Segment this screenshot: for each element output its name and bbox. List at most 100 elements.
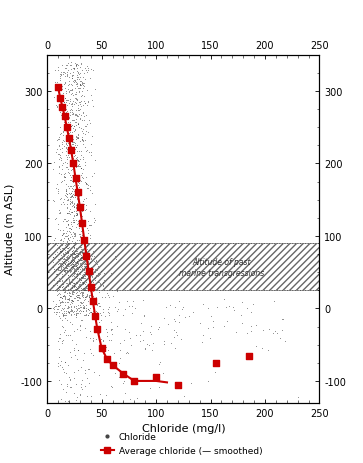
- Point: [65, 235, 71, 243]
- Point: [64, 201, 69, 208]
- Point: [71, 101, 77, 108]
- Point: [78, 242, 83, 249]
- Point: [59, 178, 65, 186]
- Point: [69, 111, 74, 118]
- Point: [141, 312, 147, 319]
- Point: [55, 303, 61, 310]
- Point: [58, 380, 64, 388]
- Point: [59, 280, 65, 288]
- Point: [78, 93, 83, 100]
- Point: [239, 319, 245, 327]
- Point: [58, 227, 64, 234]
- Point: [90, 288, 95, 295]
- Point: [58, 155, 64, 162]
- Point: [69, 238, 75, 245]
- Point: [73, 62, 78, 69]
- Point: [93, 311, 99, 318]
- Point: [80, 249, 86, 256]
- Point: [82, 296, 88, 303]
- Point: [70, 191, 76, 198]
- Point: [65, 86, 71, 94]
- Point: [85, 273, 91, 281]
- Point: [77, 101, 82, 109]
- Point: [77, 309, 82, 317]
- Point: [85, 240, 91, 247]
- Point: [65, 67, 70, 75]
- Point: [64, 146, 70, 154]
- Point: [79, 137, 85, 144]
- Point: [69, 300, 75, 307]
- Point: [74, 221, 80, 228]
- Point: [77, 231, 83, 238]
- Point: [79, 289, 85, 296]
- Point: [100, 306, 106, 313]
- Point: [76, 120, 81, 128]
- Point: [67, 182, 73, 190]
- Point: [52, 235, 58, 242]
- Point: [69, 266, 75, 273]
- Point: [69, 304, 74, 311]
- Point: [71, 208, 77, 215]
- Point: [63, 88, 69, 95]
- Point: [144, 341, 150, 348]
- Point: [57, 87, 63, 94]
- Point: [71, 272, 77, 280]
- Point: [71, 265, 77, 273]
- Point: [83, 180, 89, 187]
- Point: [77, 261, 83, 269]
- Point: [81, 266, 87, 274]
- Point: [85, 99, 91, 106]
- Point: [56, 308, 62, 316]
- Point: [88, 254, 94, 262]
- Point: [74, 307, 80, 314]
- Point: [73, 94, 79, 102]
- Point: [83, 333, 89, 341]
- Point: [74, 195, 80, 203]
- Point: [80, 253, 86, 261]
- Point: [64, 224, 69, 231]
- Point: [87, 259, 93, 266]
- Point: [80, 254, 86, 261]
- Point: [72, 282, 77, 290]
- Point: [60, 259, 66, 266]
- Point: [84, 262, 90, 269]
- Point: [61, 287, 67, 294]
- Point: [87, 208, 93, 216]
- Point: [78, 222, 84, 229]
- Point: [66, 146, 72, 154]
- Point: [178, 336, 183, 344]
- Point: [64, 296, 70, 303]
- Point: [72, 153, 77, 161]
- Point: [57, 261, 63, 268]
- Point: [56, 134, 61, 141]
- Point: [66, 75, 72, 82]
- Point: [70, 254, 76, 262]
- Point: [54, 242, 60, 250]
- Point: [108, 361, 114, 368]
- Point: [71, 117, 77, 125]
- Point: [273, 328, 278, 335]
- Point: [240, 299, 245, 306]
- Point: [73, 163, 78, 171]
- Point: [62, 113, 68, 121]
- Point: [54, 279, 60, 287]
- Point: [61, 253, 66, 261]
- Point: [79, 259, 85, 266]
- Point: [76, 225, 82, 232]
- Point: [81, 80, 87, 87]
- Point: [64, 243, 70, 250]
- Point: [76, 194, 81, 201]
- Point: [72, 265, 78, 273]
- Point: [56, 210, 61, 217]
- Point: [69, 109, 74, 117]
- Point: [66, 78, 72, 86]
- Point: [62, 95, 68, 102]
- Point: [71, 212, 77, 219]
- Point: [130, 298, 136, 305]
- Point: [71, 123, 77, 130]
- Point: [69, 123, 74, 130]
- Point: [71, 250, 77, 257]
- Point: [62, 249, 68, 256]
- Point: [155, 326, 161, 333]
- Point: [66, 123, 72, 130]
